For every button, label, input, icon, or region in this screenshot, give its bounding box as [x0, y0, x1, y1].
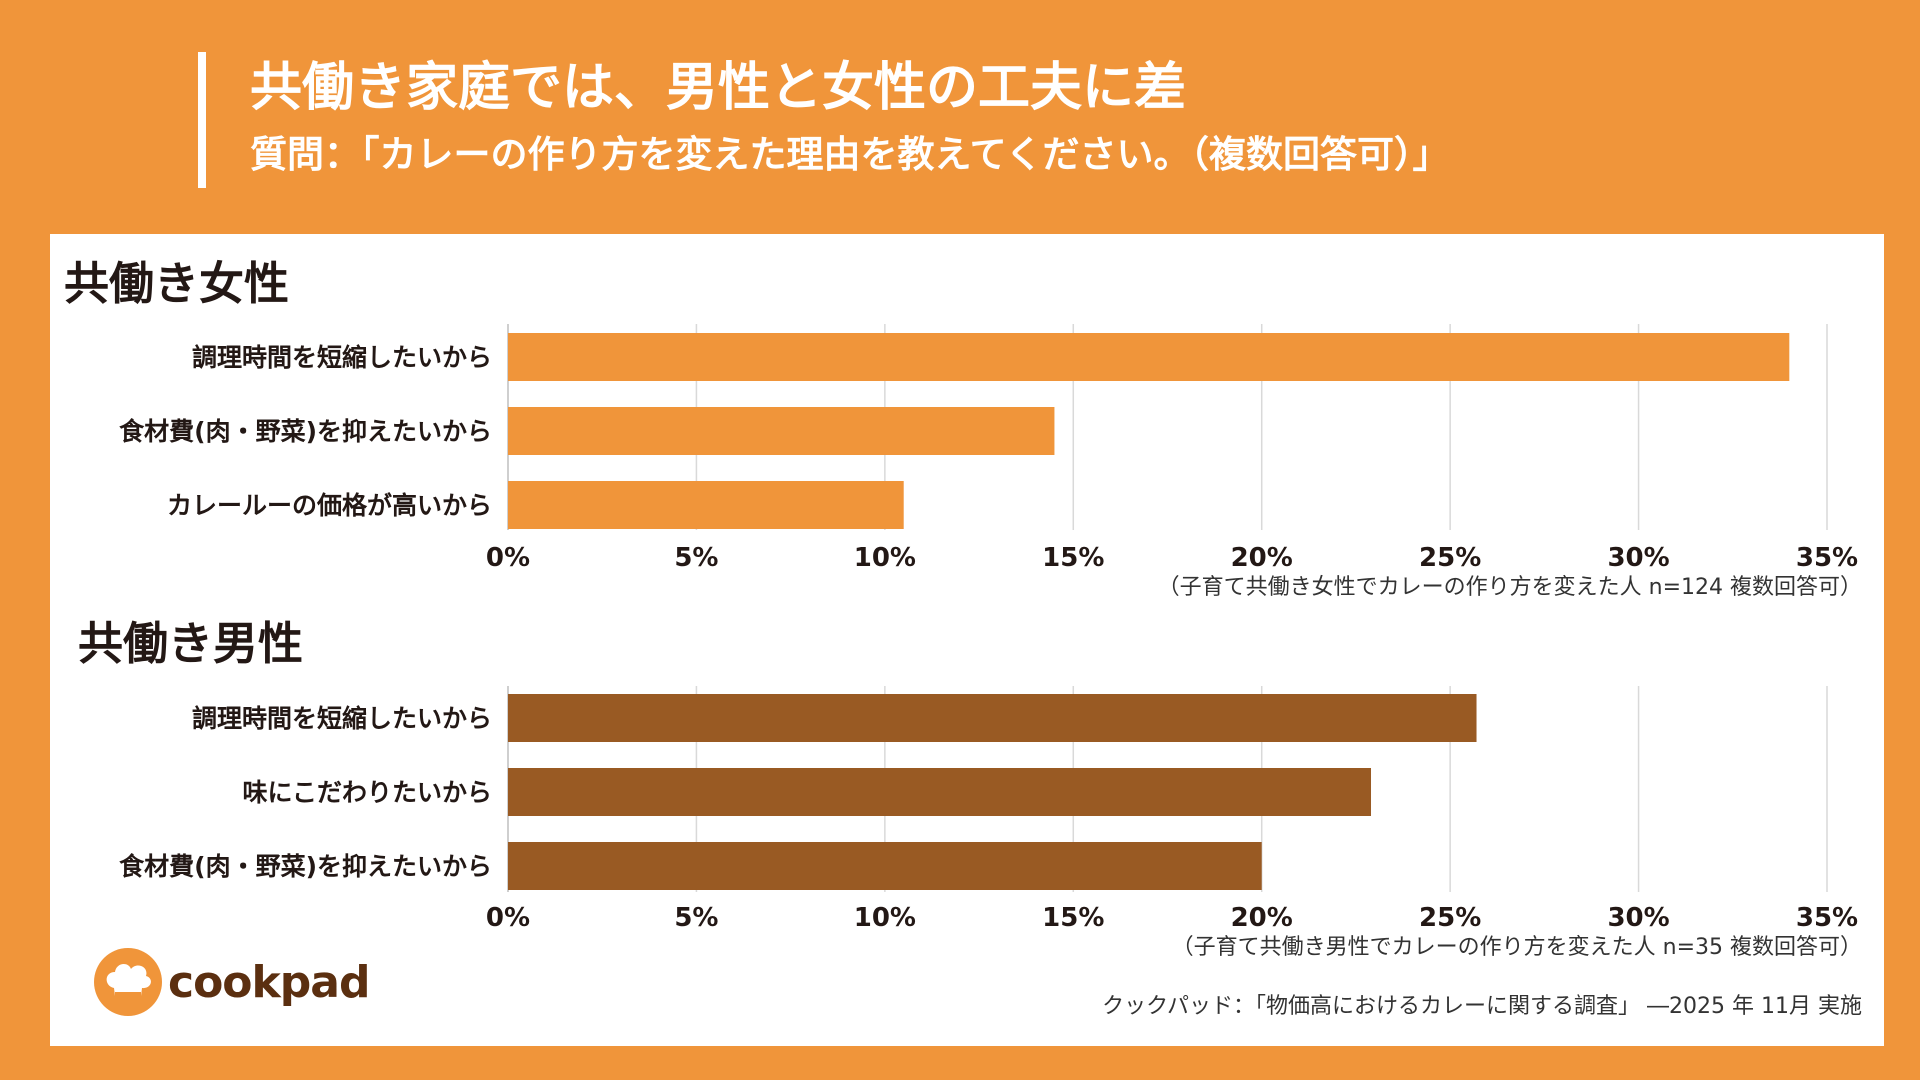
- male-category-label: 調理時間を短縮したいから: [192, 704, 492, 733]
- female-bar: [508, 407, 1055, 455]
- cookpad-logo: cookpad: [94, 948, 370, 1016]
- male-tick-label: 10%: [854, 903, 916, 933]
- male-tick-label: 25%: [1419, 903, 1481, 933]
- female-tick-label: 10%: [854, 543, 916, 573]
- female-tick-label: 15%: [1042, 543, 1104, 573]
- male-tick-label: 35%: [1796, 903, 1858, 933]
- male-tick-label: 15%: [1042, 903, 1104, 933]
- male-bar: [508, 842, 1262, 890]
- male-bar: [508, 768, 1372, 816]
- female-category-label: 食材費(肉・野菜)を抑えたいから: [119, 417, 492, 446]
- male-chart-note: （子育て共働き男性でカレーの作り方を変えた人 n=35 複数回答可）: [1171, 935, 1862, 960]
- page-subtitle: 質問：「カレーの作り方を変えた理由を教えてください。（複数回答可）」: [250, 133, 1450, 176]
- female-bar: [508, 481, 904, 529]
- male-tick-label: 5%: [674, 903, 718, 933]
- female-tick-label: 5%: [674, 543, 718, 573]
- female-chart-title: 共働き女性: [64, 257, 290, 310]
- female-tick-label: 30%: [1607, 543, 1669, 573]
- female-tick-label: 0%: [486, 543, 530, 573]
- male-tick-label: 30%: [1607, 903, 1669, 933]
- female-tick-label: 35%: [1796, 543, 1858, 573]
- male-category-label: 食材費(肉・野菜)を抑えたいから: [119, 852, 492, 881]
- female-tick-label: 20%: [1231, 543, 1293, 573]
- title-accent-bar: [198, 52, 206, 188]
- male-tick-label: 0%: [486, 903, 530, 933]
- female-bar-chart: 0% 5% 10% 15% 20% 25% 30% 35% 調理時間を短縮したいから食材費(肉・…: [119, 324, 1858, 573]
- male-tick-label: 20%: [1231, 903, 1293, 933]
- female-bar: [508, 333, 1790, 381]
- male-bar-chart: 0% 5% 10% 15% 20% 25% 30% 35% 調理時間を短縮したいから味にこだわり…: [119, 686, 1858, 933]
- male-chart-title: 共働き男性: [78, 617, 304, 670]
- male-category-label: 味にこだわりたいから: [242, 778, 492, 807]
- page-title: 共働き家庭では、男性と女性の工夫に差: [250, 58, 1187, 118]
- logo-wordmark: cookpad: [168, 956, 370, 1008]
- male-bar: [508, 694, 1477, 742]
- chart-panel: 共働き女性 共働き男性 0% 5% 10% 15% 20% 25% 30% 35% 調理時間を短…: [50, 234, 1884, 1046]
- female-category-label: カレールーの価格が高いから: [167, 491, 492, 520]
- female-tick-label: 25%: [1419, 543, 1481, 573]
- source-note: クックパッド：「物価高におけるカレーに関する調査」 ―2025 年 11月 実施: [1102, 994, 1862, 1019]
- chef-hat-icon: [94, 948, 162, 1016]
- chart-canvas: 0% 5% 10% 15% 20% 25% 30% 35%調理時間を短縮したいから食材費(肉・…: [119, 324, 1858, 933]
- female-category-label: 調理時間を短縮したいから: [192, 343, 492, 372]
- female-chart-note: （子育て共働き女性でカレーの作り方を変えた人 n=124 複数回答可）: [1157, 575, 1862, 600]
